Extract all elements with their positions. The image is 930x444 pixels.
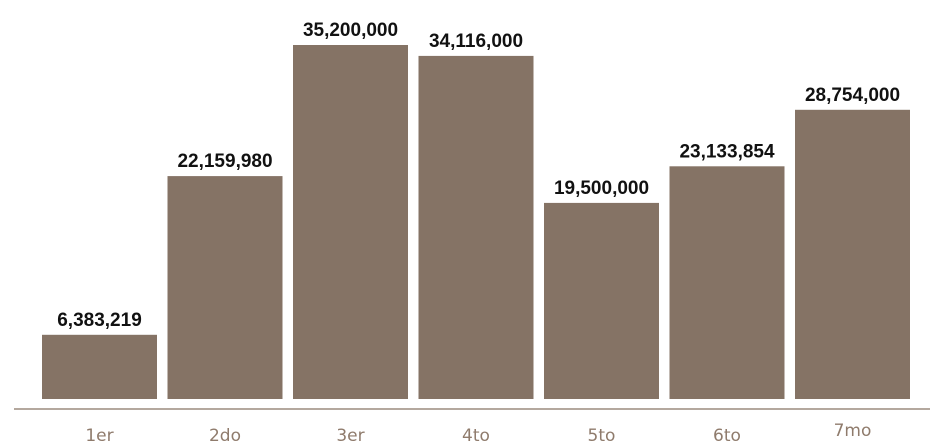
x-tick-label-2do: 2do	[209, 426, 241, 444]
value-label-4to: 34,116,000	[429, 31, 523, 52]
x-tick-label-7mo: 7mo	[834, 421, 872, 441]
value-label-6to: 23,133,854	[679, 141, 775, 162]
bar-1er	[42, 334, 157, 399]
bar-3er	[293, 45, 408, 399]
value-label-5to: 19,500,000	[554, 178, 649, 199]
bar-2do	[167, 176, 283, 399]
bar-5to	[544, 202, 659, 399]
value-labels-group: 6,383,219 22,159,980 35,200,000 34,116,000 1…	[57, 20, 900, 331]
x-tick-label-4to: 4to	[462, 426, 490, 444]
bar-6to	[669, 166, 785, 399]
x-tick-label-6to: 6to	[713, 426, 741, 444]
x-tick-label-5to: 5to	[588, 426, 616, 444]
x-tick-label-1er: 1er	[85, 426, 113, 444]
value-label-7mo: 28,754,000	[805, 85, 900, 106]
value-label-3er: 35,200,000	[303, 20, 398, 41]
x-tick-labels-group: 1er 2do 3er 4to 5to 6to 7mo	[85, 421, 871, 444]
x-tick-label-3er: 3er	[336, 426, 364, 444]
bar-7mo	[795, 109, 910, 400]
value-label-2do: 22,159,980	[177, 151, 272, 172]
bar-4to	[418, 55, 534, 400]
bars-group	[42, 45, 910, 400]
value-label-1er: 6,383,219	[57, 310, 142, 331]
